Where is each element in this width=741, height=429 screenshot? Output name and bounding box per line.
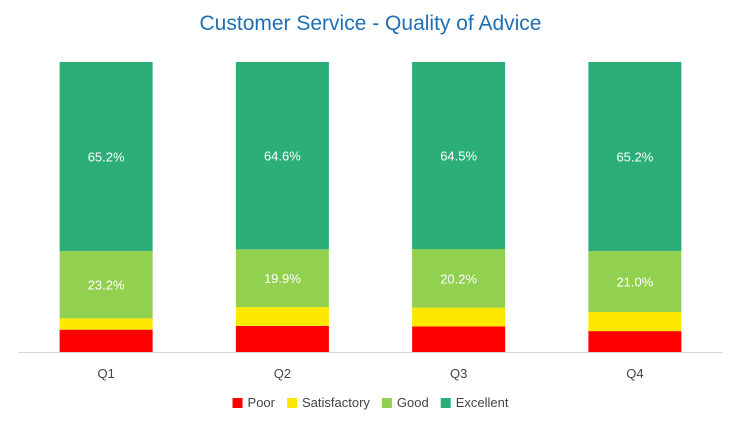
legend-label-poor: Poor <box>248 395 276 410</box>
data-label-good-q2: 19.9% <box>264 271 301 286</box>
chart-title: Customer Service - Quality of Advice <box>199 12 542 35</box>
legend-swatch-poor <box>232 398 243 408</box>
bar-good-q1 <box>59 251 153 319</box>
legend-label-good: Good <box>397 395 429 410</box>
data-label-excellent-q3: 64.5% <box>440 149 477 164</box>
bar-excellent-q3 <box>412 62 506 250</box>
bar-satisfactory-q2 <box>235 307 329 326</box>
bar-excellent-q2 <box>235 62 329 250</box>
x-tick-label-q1: Q1 <box>97 366 114 381</box>
legend-label-excellent: Excellent <box>456 395 509 410</box>
bar-satisfactory-q1 <box>59 318 153 330</box>
data-label-excellent-q1: 65.2% <box>88 150 125 165</box>
bar-poor-q3 <box>412 326 506 352</box>
bar-good-q4 <box>588 251 682 312</box>
bar-excellent-q1 <box>59 62 153 252</box>
legend: Poor Satisfactory Good Excellent <box>232 395 509 410</box>
bar-poor-q1 <box>59 329 153 352</box>
legend-swatch-good <box>381 398 392 408</box>
legend-swatch-excellent <box>440 398 451 408</box>
bar-excellent-q4 <box>588 62 682 252</box>
x-tick-label-q2: Q2 <box>274 366 291 381</box>
bar-satisfactory-q3 <box>412 307 506 327</box>
legend-label-satisfactory: Satisfactory <box>302 395 370 410</box>
legend-swatch-satisfactory <box>286 398 297 408</box>
bar-poor-q2 <box>235 325 329 352</box>
bar-good-q3 <box>412 249 506 308</box>
data-label-excellent-q4: 65.2% <box>616 150 653 165</box>
data-label-good-q1: 23.2% <box>88 278 125 293</box>
bar-poor-q4 <box>588 331 682 352</box>
data-label-good-q3: 20.2% <box>440 271 477 286</box>
data-label-good-q4: 21.0% <box>616 275 653 290</box>
bar-satisfactory-q4 <box>588 311 682 332</box>
x-tick-label-q3: Q3 <box>450 366 467 381</box>
x-tick-label-q4: Q4 <box>626 366 643 381</box>
data-label-excellent-q2: 64.6% <box>264 149 301 164</box>
bar-good-q2 <box>235 249 329 308</box>
